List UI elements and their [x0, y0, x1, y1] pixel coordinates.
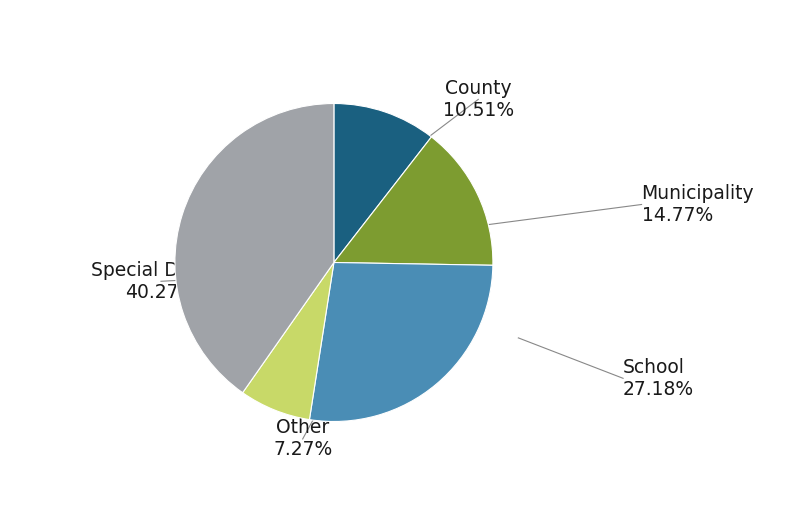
- Wedge shape: [309, 262, 493, 422]
- Wedge shape: [334, 103, 432, 262]
- Text: School
27.18%: School 27.18%: [623, 358, 694, 399]
- Text: Municipality
14.77%: Municipality 14.77%: [642, 184, 754, 225]
- Wedge shape: [175, 103, 334, 393]
- Wedge shape: [242, 262, 334, 419]
- Text: Other
7.27%: Other 7.27%: [273, 418, 332, 459]
- Text: Special District
40.27%: Special District 40.27%: [91, 261, 231, 302]
- Wedge shape: [334, 137, 493, 265]
- Text: County
10.51%: County 10.51%: [443, 79, 514, 120]
